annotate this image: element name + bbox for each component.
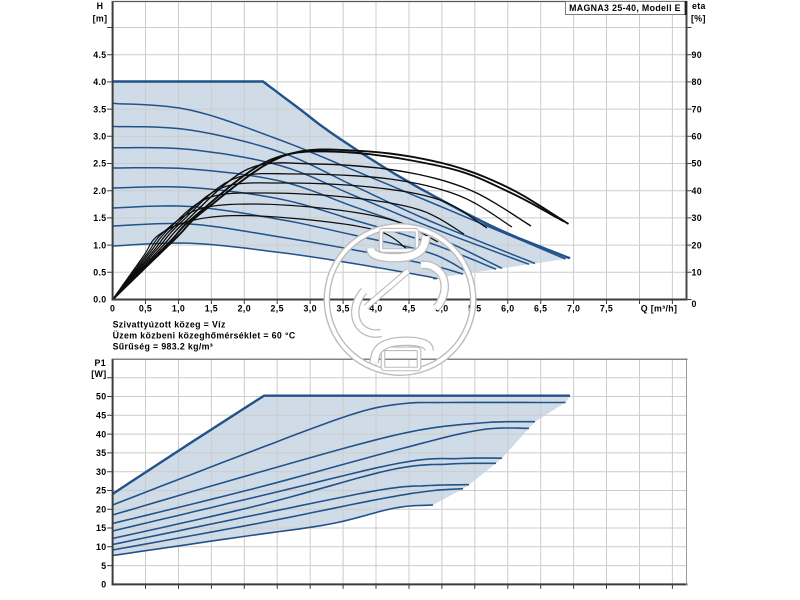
svg-text:0,5: 0,5 [139,304,152,314]
svg-text:45: 45 [96,411,107,421]
svg-text:5,0: 5,0 [435,304,448,314]
svg-text:15: 15 [96,523,107,533]
svg-text:2,0: 2,0 [238,304,251,314]
svg-text:10: 10 [96,542,107,552]
svg-text:eta: eta [692,1,706,11]
svg-text:0: 0 [110,304,115,314]
svg-text:4,5: 4,5 [402,304,415,314]
svg-text:Sűrűség = 983.2 kg/m³: Sűrűség = 983.2 kg/m³ [113,342,214,352]
svg-text:4.5: 4.5 [93,50,106,60]
svg-text:4,0: 4,0 [369,304,382,314]
svg-text:40: 40 [96,429,107,439]
svg-text:2.0: 2.0 [93,186,106,196]
svg-text:5: 5 [101,561,106,571]
svg-text:0: 0 [101,580,106,590]
svg-text:20: 20 [96,505,107,515]
svg-text:Q [m³/h]: Q [m³/h] [641,304,678,314]
svg-text:25: 25 [96,486,107,496]
svg-text:30: 30 [692,213,703,223]
svg-text:3,5: 3,5 [336,304,349,314]
svg-text:6,5: 6,5 [534,304,547,314]
svg-text:6,0: 6,0 [501,304,514,314]
svg-text:2.5: 2.5 [93,159,106,169]
svg-text:0.0: 0.0 [93,295,106,305]
svg-text:P1: P1 [95,358,106,368]
svg-text:3,0: 3,0 [304,304,317,314]
svg-text:20: 20 [692,240,703,250]
svg-text:90: 90 [692,50,703,60]
svg-text:10: 10 [692,268,703,278]
svg-text:70: 70 [692,104,703,114]
svg-text:2,5: 2,5 [271,304,284,314]
svg-text:0: 0 [692,299,697,309]
svg-text:50: 50 [96,392,107,402]
svg-text:Szivattyúzott közeg = Víz: Szivattyúzott közeg = Víz [113,320,226,330]
svg-text:0.5: 0.5 [93,268,106,278]
svg-text:[%]: [%] [691,14,706,24]
svg-text:4.0: 4.0 [93,77,106,87]
svg-text:40: 40 [692,186,703,196]
svg-text:1,0: 1,0 [172,304,185,314]
svg-text:35: 35 [96,448,107,458]
svg-text:H: H [97,1,104,11]
svg-text:Üzem közbeni közeghőmérséklet: Üzem közbeni közeghőmérséklet = 60 °C [113,331,296,341]
svg-text:3.0: 3.0 [93,132,106,142]
svg-text:7,0: 7,0 [567,304,580,314]
svg-text:1.0: 1.0 [93,240,106,250]
svg-text:60: 60 [692,132,703,142]
svg-text:1.5: 1.5 [93,213,106,223]
svg-text:MAGNA3 25-40, Modell E: MAGNA3 25-40, Modell E [569,3,681,13]
svg-text:50: 50 [692,159,703,169]
svg-text:3.5: 3.5 [93,104,106,114]
svg-text:30: 30 [96,467,107,477]
svg-text:7,5: 7,5 [600,304,613,314]
svg-text:1,5: 1,5 [205,304,218,314]
svg-text:80: 80 [692,77,703,87]
svg-text:[W]: [W] [91,369,106,379]
svg-text:[m]: [m] [93,14,108,24]
